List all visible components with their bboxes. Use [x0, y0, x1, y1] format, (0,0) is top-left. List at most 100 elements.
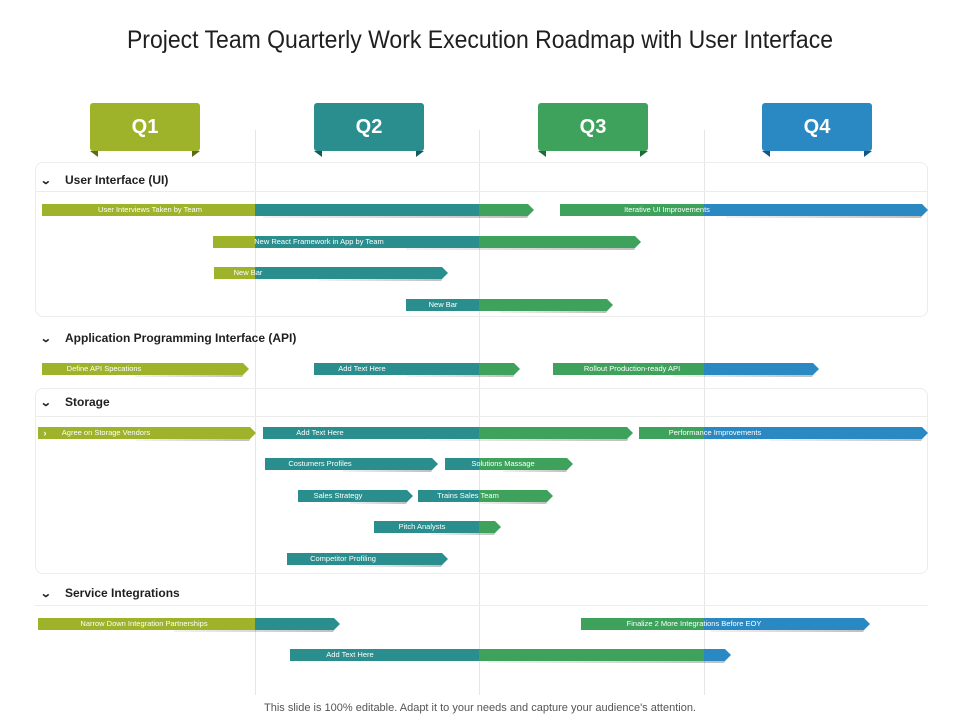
task-bar-shadow — [136, 439, 250, 441]
chevron-down-icon: ⌄ — [39, 333, 52, 345]
task-label: Iterative UI Improvements — [624, 205, 710, 214]
task-bar[interactable]: Rollout Production-ready API — [553, 363, 819, 377]
quarter-fold — [538, 151, 546, 157]
section-header-ui[interactable]: ⌄ User Interface (UI) — [39, 173, 169, 187]
footer-note: This slide is 100% editable. Adapt it to… — [264, 702, 696, 714]
task-bar-segment — [704, 204, 922, 216]
task-bar-arrow — [922, 427, 928, 439]
task-bar-shadow — [406, 248, 635, 250]
section-header-divider — [35, 191, 928, 192]
task-bar-segment — [445, 458, 479, 470]
task-bar-arrow — [813, 363, 819, 375]
task-bar-arrow — [442, 267, 448, 279]
task-bar-segment — [214, 267, 255, 279]
section-panel-ui — [35, 162, 928, 317]
task-label: Finalize 2 More Integrations Before EOY — [626, 619, 762, 628]
task-bar-segment — [38, 427, 250, 439]
task-bar[interactable]: › Agree on Storage Vendors — [38, 427, 256, 441]
task-bar-shadow — [503, 470, 567, 472]
task-bar-shadow — [673, 375, 813, 377]
quarter-q4: Q4 — [762, 103, 872, 151]
quarter-divider — [479, 130, 480, 695]
task-bar-segment — [479, 236, 635, 248]
task-bar[interactable]: Add Text Here — [263, 427, 633, 441]
task-bar-segment — [38, 618, 255, 630]
task-bar-segment — [479, 458, 567, 470]
task-label: Define API Specations — [66, 364, 142, 373]
quarter-fold — [864, 151, 872, 157]
quarter-q2: Q2 — [314, 103, 424, 151]
task-bar-arrow — [864, 618, 870, 630]
task-bar[interactable]: Costumers Profiles — [265, 458, 438, 472]
task-bar-segment — [406, 299, 479, 311]
task-label: New Bar — [233, 268, 263, 277]
task-bar-segment — [263, 427, 479, 439]
task-bar[interactable]: Sales Strategy — [298, 490, 413, 504]
task-bar-segment — [553, 363, 704, 375]
task-bar-segment — [479, 299, 607, 311]
task-bar[interactable]: New Bar — [406, 299, 613, 313]
task-bar-arrow — [250, 427, 256, 439]
task-label: Agree on Storage Vendors — [61, 428, 151, 437]
task-bar[interactable]: Add Text Here — [314, 363, 520, 377]
quarter-fold — [314, 151, 322, 157]
section-header-storage[interactable]: ⌄ Storage — [40, 395, 110, 409]
section-header-api[interactable]: ⌄ Application Programming Interface (API) — [39, 331, 296, 345]
task-bar-segment — [479, 649, 704, 661]
section-header-divider — [35, 605, 928, 606]
task-bar-shadow — [135, 375, 243, 377]
task-bar-segment — [298, 490, 407, 502]
task-bar[interactable]: New Bar — [214, 267, 448, 281]
task-label: New React Framework in App by Team — [254, 237, 384, 246]
task-bar-segment — [479, 204, 528, 216]
task-bar-arrow — [547, 490, 553, 502]
task-bar-arrow — [567, 458, 573, 470]
task-label: Add Text Here — [338, 364, 386, 373]
task-bar-segment — [255, 267, 442, 279]
task-bar-segment — [255, 618, 334, 630]
task-label: Solutions Massage — [471, 459, 535, 468]
task-bar-arrow — [528, 204, 534, 216]
task-bar-segment — [581, 618, 704, 630]
quarter-q3: Q3 — [538, 103, 648, 151]
task-bar-segment — [704, 618, 864, 630]
task-bar-arrow — [495, 521, 501, 533]
task-bar-segment — [287, 553, 442, 565]
section-header-divider — [35, 416, 928, 417]
task-bar-segment — [704, 427, 922, 439]
task-bar[interactable]: Iterative UI Improvements — [560, 204, 928, 218]
quarter-divider — [255, 130, 256, 695]
task-bar[interactable]: Add Text Here — [290, 649, 731, 663]
task-bar[interactable]: Narrow Down Integration Partnerships — [38, 618, 340, 632]
task-label: Rollout Production-ready API — [583, 364, 681, 373]
task-bar[interactable]: New React Framework in App by Team — [213, 236, 641, 250]
task-label: Add Text Here — [326, 650, 374, 659]
task-bar[interactable]: Pitch Analysts — [374, 521, 501, 535]
chevron-down-icon: ⌄ — [39, 175, 52, 187]
task-bar[interactable]: Define API Specations — [42, 363, 249, 377]
section-title: Service Integrations — [65, 586, 180, 600]
task-bar[interactable]: Solutions Massage — [445, 458, 573, 472]
task-label: Trains Sales Team — [437, 491, 499, 500]
task-label: New Bar — [428, 300, 458, 309]
section-title: Storage — [65, 395, 110, 409]
task-bar[interactable]: User Interviews Taken by Team — [42, 204, 534, 218]
section-title: User Interface (UI) — [65, 173, 169, 187]
task-bar-arrow — [627, 427, 633, 439]
task-bar-arrow — [334, 618, 340, 630]
task-bar[interactable]: Trains Sales Team — [418, 490, 553, 504]
quarter-fold — [416, 151, 424, 157]
task-bar[interactable]: Performance Improvements — [639, 427, 928, 441]
task-bar-segment — [255, 204, 479, 216]
task-bar-arrow — [635, 236, 641, 248]
task-bar-shadow — [263, 216, 528, 218]
task-bar[interactable]: Finalize 2 More Integrations Before EOY — [581, 618, 870, 632]
task-bar-segment — [265, 458, 432, 470]
section-header-integrations[interactable]: ⌄ Service Integrations — [40, 586, 180, 600]
task-bar-segment — [290, 649, 479, 661]
task-bar[interactable]: Competitor Profiling — [287, 553, 448, 567]
task-bar-segment — [560, 204, 704, 216]
task-bar-segment — [704, 363, 813, 375]
task-bar-segment — [255, 236, 479, 248]
task-bar-shadow — [499, 311, 607, 313]
